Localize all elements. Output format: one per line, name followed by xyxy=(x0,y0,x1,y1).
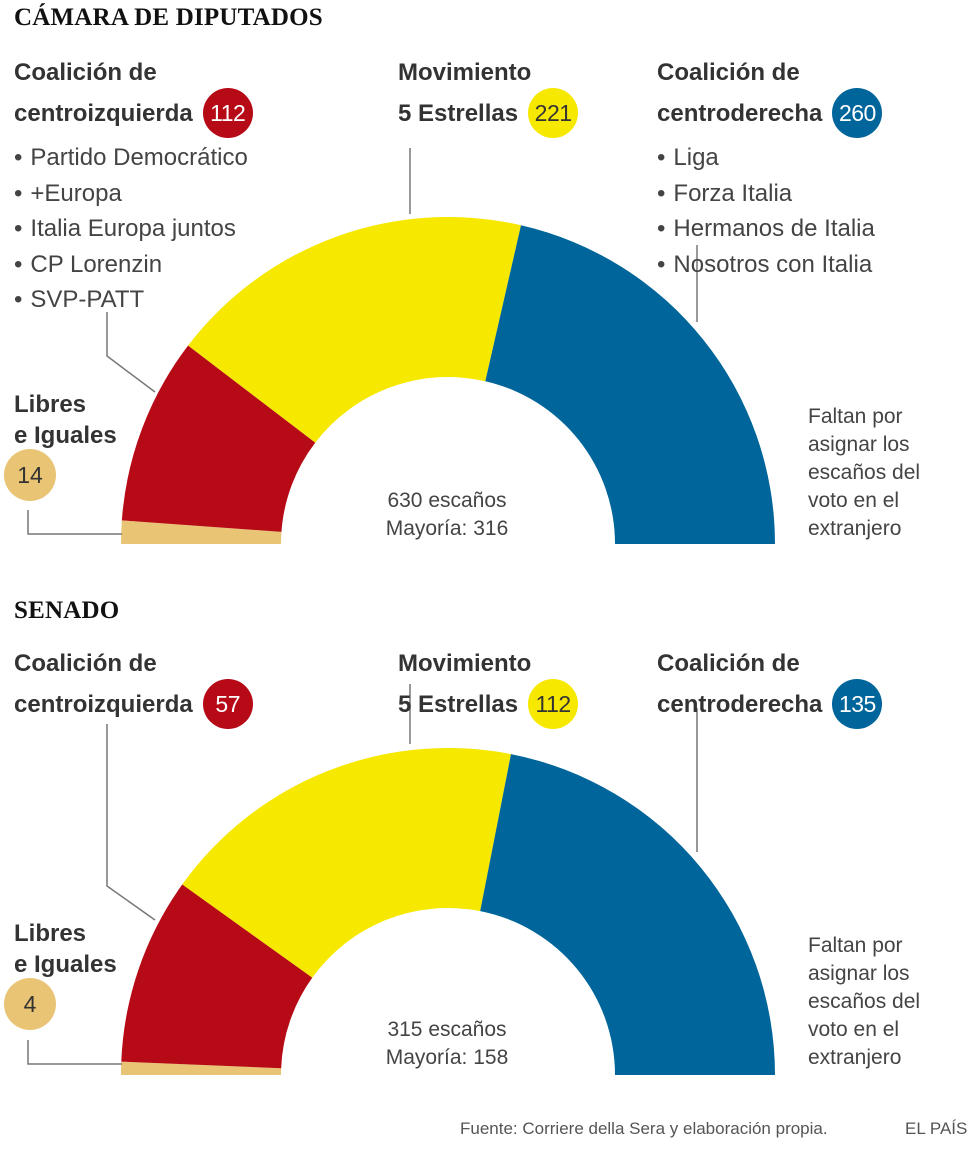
senado-left-name-1: Coalición de xyxy=(14,650,157,677)
camara-middle-name-2: 5 Estrellas xyxy=(398,99,519,127)
camara-slices xyxy=(121,216,775,545)
camara-middle-seats-badge: 221 xyxy=(528,88,579,138)
senado-right-name-2: centroderecha xyxy=(657,690,823,718)
senado-note-line: voto en el xyxy=(808,1018,900,1041)
camara-right-group: Coalición de centroderecha 260 Liga Forz… xyxy=(657,57,883,282)
senado-middle-name-1: Movimiento xyxy=(398,650,532,677)
camara-leader-line-left xyxy=(106,312,156,393)
camara-right-member: Liga xyxy=(657,140,882,176)
camara-note-line: Faltan por xyxy=(808,405,903,428)
camara-middle-group: Movimiento 5 Estrellas 221 xyxy=(398,57,579,138)
senado-title: SENADO xyxy=(14,597,120,624)
senado-right-name-1: Coalición de xyxy=(657,650,800,677)
camara-right-name-1: Coalición de xyxy=(657,59,800,86)
senado-libres-line-1: Libres xyxy=(14,920,87,947)
senado-slices xyxy=(121,748,775,1075)
senado-left-group: Coalición de centroizquierda 57 xyxy=(14,648,253,729)
senado-left-seats-badge: 57 xyxy=(202,679,253,729)
camara-slice-libres xyxy=(121,520,282,544)
senado-libres-label: Libres e Iguales xyxy=(14,918,117,980)
camara-chart xyxy=(27,148,775,545)
camara-right-member: Hermanos de Italia xyxy=(657,211,882,247)
camara-note-line: extranjero xyxy=(808,517,902,540)
source-note: Fuente: Corriere della Sera y elaboració… xyxy=(460,1119,828,1138)
camara-right-member: Nosotros con Italia xyxy=(657,247,882,283)
camara-left-member: SVP-PATT xyxy=(14,282,253,318)
senado-middle-group: Movimiento 5 Estrellas 112 xyxy=(398,648,579,729)
brand-logo: EL PAÍS xyxy=(905,1119,968,1138)
camara-libres-seats-badge: 14 xyxy=(4,449,56,501)
senado-note-line: escaños del xyxy=(808,990,921,1013)
camara-slice-left xyxy=(121,345,316,532)
camara-note-line: escaños del xyxy=(808,461,921,484)
senado-note-line: asignar los xyxy=(808,962,910,985)
senado-note-line: Faltan por xyxy=(808,934,903,957)
camara-left-name-1: Coalición de xyxy=(14,59,157,86)
camara-total-seats: 630 escaños xyxy=(387,489,507,512)
senado-slice-left xyxy=(121,884,313,1069)
senado-middle-seats-badge: 112 xyxy=(528,679,579,729)
camara-libres-line-2: e Iguales xyxy=(14,422,117,449)
camara-left-group: Coalición de centroizquierda 112 Partido… xyxy=(14,57,253,318)
camara-left-member: CP Lorenzin xyxy=(14,247,253,283)
camara-left-member: Partido Democrático xyxy=(14,140,253,176)
camara-middle-name-1: Movimiento xyxy=(398,59,532,86)
camara-center-label: 630 escaños Mayoría: 316 xyxy=(347,487,547,543)
camara-leader-line-libres xyxy=(27,510,122,535)
senado-leader-line-libres xyxy=(27,1040,122,1065)
senado-libres-line-2: e Iguales xyxy=(14,951,117,978)
camara-left-member: +Europa xyxy=(14,176,253,212)
camara-note: Faltan por asignar los escaños del voto … xyxy=(808,403,958,543)
senado-note-line: extranjero xyxy=(808,1046,902,1069)
senado-chart xyxy=(27,684,775,1075)
senado-middle-name-2: 5 Estrellas xyxy=(398,690,519,718)
senado-total-seats: 315 escaños xyxy=(387,1018,507,1041)
camara-libres-line-1: Libres xyxy=(14,391,87,418)
camara-note-line: voto en el xyxy=(808,489,900,512)
senado-libres-seats-badge: 4 xyxy=(4,978,56,1030)
camara-slice-right xyxy=(485,225,775,545)
camara-left-seats-badge: 112 xyxy=(202,88,253,138)
camara-right-members: Liga Forza Italia Hermanos de Italia Nos… xyxy=(657,140,882,282)
senado-leader-line-left xyxy=(106,724,156,921)
senado-right-seats-badge: 135 xyxy=(832,679,883,729)
camara-left-members: Partido Democrático +Europa Italia Europ… xyxy=(14,140,253,318)
senado-left-name-2: centroizquierda xyxy=(14,690,193,718)
senado-leaders xyxy=(27,684,698,1065)
senado-note: Faltan por asignar los escaños del voto … xyxy=(808,932,958,1072)
senado-right-group: Coalición de centroderecha 135 xyxy=(657,648,883,729)
camara-title: CÁMARA DE DIPUTADOS xyxy=(14,4,323,31)
camara-right-seats-badge: 260 xyxy=(832,88,883,138)
camara-right-member: Forza Italia xyxy=(657,176,882,212)
senado-majority: Mayoría: 158 xyxy=(385,1046,509,1069)
camara-libres-label: Libres e Iguales xyxy=(14,389,117,451)
camara-majority: Mayoría: 316 xyxy=(385,517,509,540)
camara-slice-middle xyxy=(188,216,522,443)
camara-right-name-2: centroderecha xyxy=(657,99,823,127)
senado-slice-right xyxy=(480,754,775,1075)
senado-slice-libres xyxy=(121,1061,282,1075)
camara-left-member: Italia Europa juntos xyxy=(14,211,253,247)
camara-note-line: asignar los xyxy=(808,433,910,456)
senado-slice-middle xyxy=(182,748,511,978)
senado-center-label: 315 escaños Mayoría: 158 xyxy=(347,1016,547,1072)
camara-left-name-2: centroizquierda xyxy=(14,99,193,127)
